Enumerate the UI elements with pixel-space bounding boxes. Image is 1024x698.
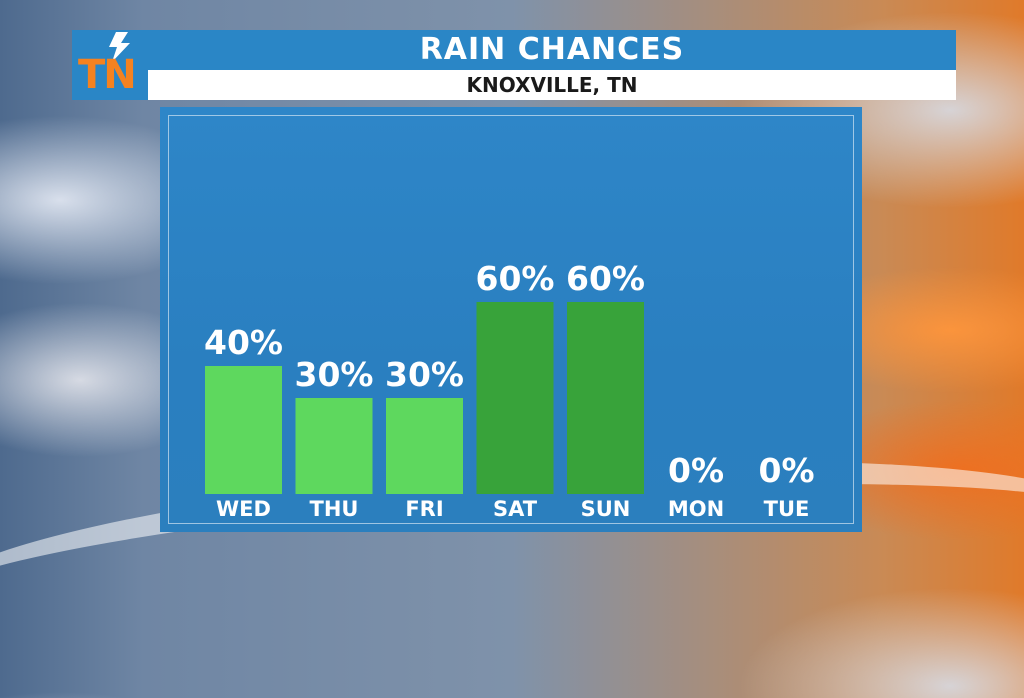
station-logo: TN	[72, 30, 148, 100]
category-label-fri: FRI	[405, 497, 443, 521]
category-label-mon: MON	[668, 497, 724, 521]
category-label-sat: SAT	[493, 497, 538, 521]
subtitle-bar	[148, 70, 956, 100]
bar-thu	[295, 398, 373, 494]
page-title: RAIN CHANCES	[419, 32, 685, 67]
lightning-bolt-icon	[109, 32, 130, 62]
value-label-tue: 0%	[758, 451, 814, 490]
value-label-fri: 30%	[385, 355, 464, 394]
bar-fri	[386, 398, 463, 494]
location-subtitle: KNOXVILLE, TN	[466, 73, 638, 97]
value-label-thu: 30%	[295, 355, 374, 394]
rain-chance-bar-chart: 40% WED 30% THU 30% FRI 60% SAT 60% SUN 0% MON 0% TUE	[204, 259, 815, 521]
bar-wed	[205, 366, 282, 494]
value-label-sat: 60%	[476, 259, 555, 298]
header-bar	[72, 30, 956, 70]
category-label-tue: TUE	[764, 497, 810, 521]
value-label-mon: 0%	[668, 451, 724, 490]
value-label-wed: 40%	[204, 323, 283, 362]
value-label-sun: 60%	[566, 259, 645, 298]
bar-sun	[567, 302, 644, 494]
category-label-wed: WED	[216, 497, 271, 521]
category-label-sun: SUN	[581, 497, 631, 521]
chart-panel-border	[168, 115, 854, 524]
category-label-thu: THU	[310, 497, 359, 521]
logo-text: TN	[78, 52, 137, 98]
bar-sat	[476, 302, 554, 494]
